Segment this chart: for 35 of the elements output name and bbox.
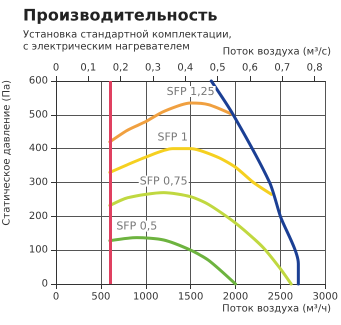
x2-axis-title: Поток воздуха (м³/с): [222, 46, 332, 58]
chart-title: Производительность: [23, 6, 218, 24]
x2-tick-label: 0,7: [274, 62, 290, 74]
y-axis-title: Статическое давление (Па): [2, 80, 12, 226]
series-label: SFP 0,5: [116, 220, 158, 233]
y-tick-label: 400: [28, 143, 48, 154]
y-tick-label: 0: [42, 278, 48, 290]
y-tick-label: 200: [28, 210, 48, 222]
y-tick-label: 500: [28, 109, 48, 120]
x-tick-label: 500: [91, 292, 110, 302]
series-label: SFP 1: [157, 130, 188, 144]
x-tick-label: 1500: [178, 292, 204, 302]
series-label: SFP 1,25: [166, 84, 215, 98]
x-tick-label: 3000: [312, 292, 338, 302]
line-series: [108, 101, 235, 144]
y-tick-label: 600: [28, 76, 48, 86]
y-tick-label: 300: [28, 177, 48, 188]
series-label: SFP 0,75: [140, 174, 188, 188]
x-axis-title: Поток воздуха (м³/ч): [222, 304, 332, 314]
y-tick-label: 100: [28, 244, 48, 256]
x-tick-label: 0: [52, 292, 60, 302]
x-tick-label: 2000: [222, 292, 248, 302]
line-series: [108, 236, 238, 286]
x2-tick-label: 0,6: [242, 62, 258, 74]
line-series: [108, 191, 293, 286]
line-series: [108, 147, 273, 196]
x2-tick-label: 0,5: [210, 62, 226, 74]
x2-tick-label: 0,2: [112, 62, 129, 74]
x2-tick-label: 0,4: [177, 62, 194, 74]
x2-tick-label: 0,8: [306, 62, 323, 74]
x-tick-label: 2500: [268, 292, 294, 302]
x2-tick-label: 0: [52, 62, 60, 74]
x2-tick-label: 0,1: [80, 62, 96, 74]
x2-tick-label: 0,3: [145, 62, 161, 74]
x-tick-label: 1000: [133, 292, 158, 302]
